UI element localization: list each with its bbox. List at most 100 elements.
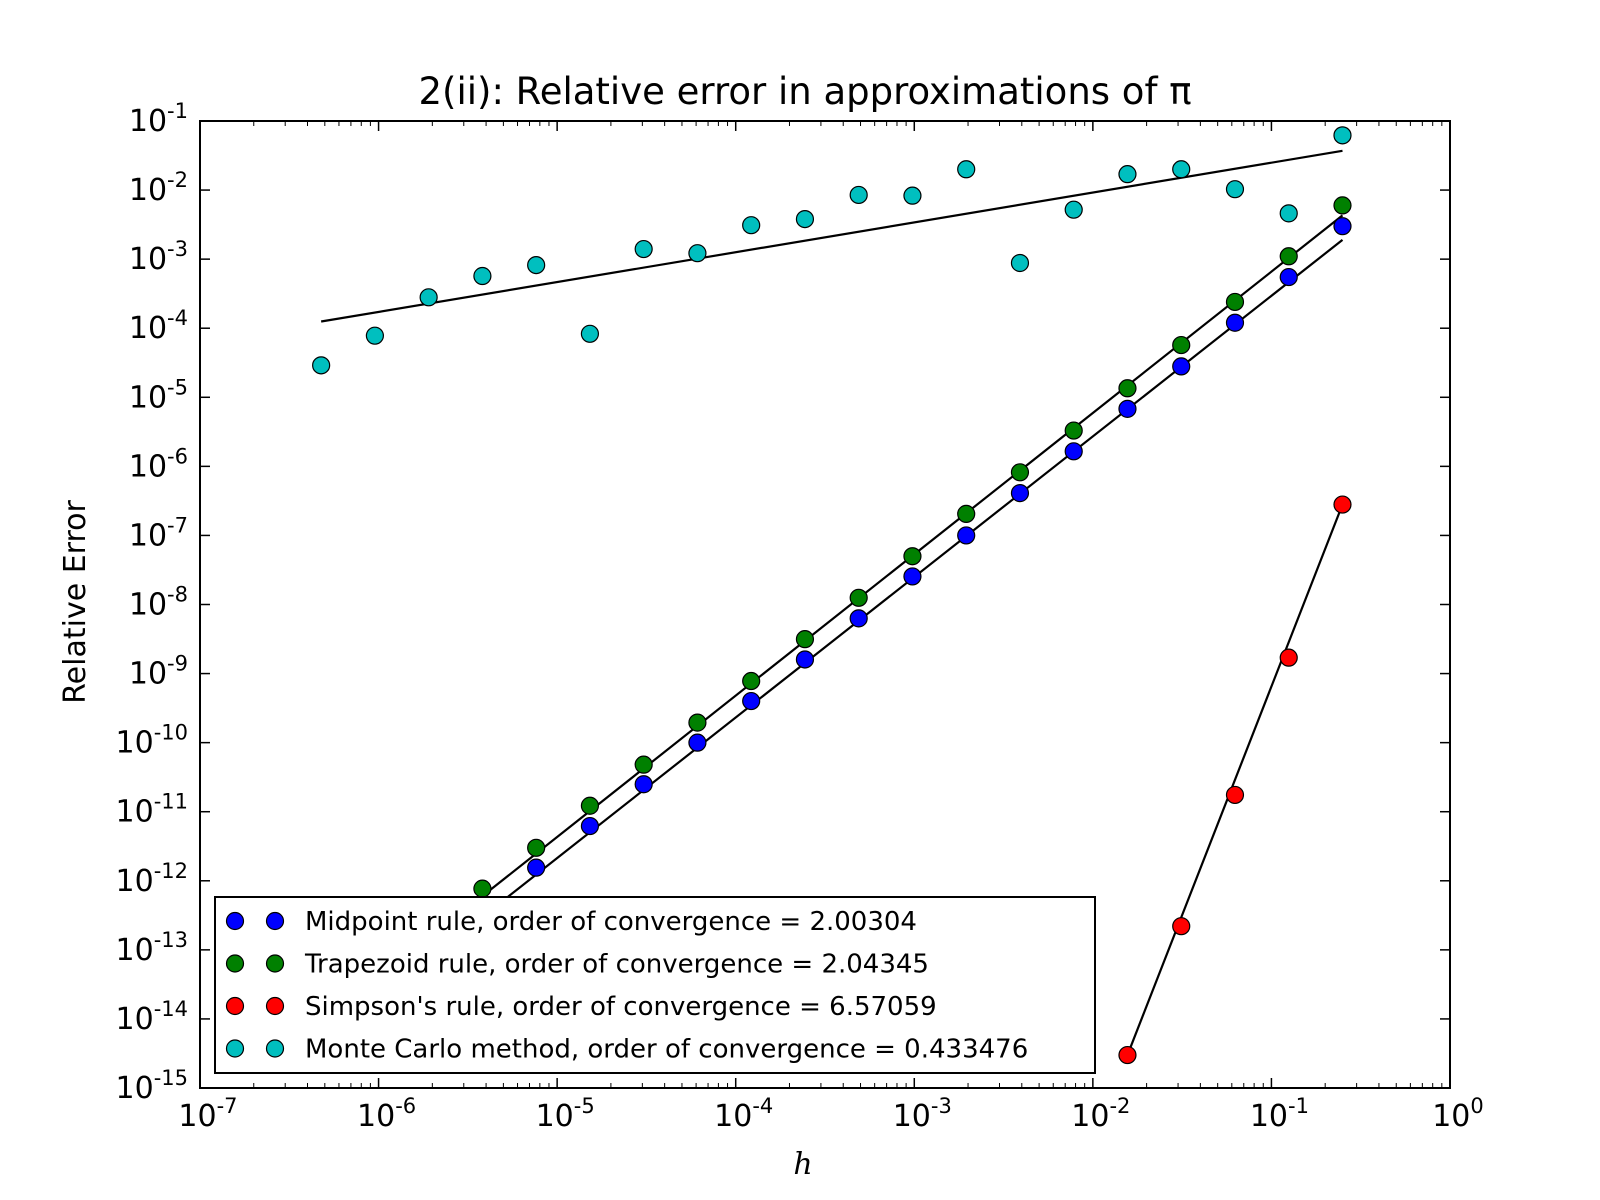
y-tick-label: 10-14: [116, 997, 189, 1037]
y-tick-label: 10-3: [129, 237, 188, 277]
legend-box: [214, 896, 1096, 1074]
data-point-series-0: [688, 733, 707, 752]
data-point-series-1: [580, 796, 600, 815]
data-point-series-3: [1064, 200, 1083, 219]
legend-marker: [225, 911, 245, 931]
data-point-series-1: [1225, 292, 1245, 312]
data-point-series-0: [742, 691, 761, 711]
data-point-series-3: [634, 239, 653, 259]
legend-marker: [265, 954, 285, 973]
data-point-series-3: [527, 255, 546, 275]
data-point-series-2: [1172, 917, 1191, 936]
chart-title: 2(ii): Relative error in approximations …: [418, 70, 1191, 113]
legend-marker: [265, 1039, 285, 1058]
data-point-series-0: [1118, 399, 1137, 418]
x-tick-label: 10-4: [714, 1094, 773, 1134]
data-point-series-3: [1279, 204, 1298, 223]
data-point-series-3: [312, 356, 331, 375]
data-point-series-2: [1333, 495, 1352, 514]
data-point-series-3: [1118, 165, 1137, 184]
x-tick-label: 10-2: [1071, 1094, 1130, 1134]
data-point-series-3: [1225, 180, 1245, 199]
data-point-series-0: [1064, 442, 1083, 461]
data-point-series-0: [903, 567, 922, 586]
y-tick-label: 10-11: [116, 790, 189, 830]
legend: Midpoint rule, order of convergence = 2.…: [214, 896, 1096, 1074]
data-point-series-1: [1064, 421, 1083, 440]
legend-entry-label: Trapezoid rule, order of convergence = 2…: [304, 950, 929, 980]
data-point-series-1: [1333, 196, 1352, 215]
data-point-series-1: [1010, 463, 1030, 482]
data-point-series-0: [1010, 484, 1030, 503]
y-tick-label: 10-4: [129, 306, 188, 346]
legend-marker: [225, 1039, 245, 1058]
plot-frame: [199, 120, 1451, 1089]
data-point-series-3: [1172, 160, 1191, 179]
data-point-series-3: [365, 326, 384, 345]
data-point-series-0: [527, 858, 546, 877]
data-point-series-0: [795, 650, 815, 669]
data-point-series-2: [1225, 785, 1245, 805]
data-point-series-0: [634, 775, 653, 794]
x-tick-label: 10-7: [178, 1094, 237, 1134]
axis-ticks: 10-7 10-6 10-5 10-4 10-3 10-2 10-1 100 10-1 10-2 1…: [116, 99, 1484, 1134]
data-point-series-0: [1172, 357, 1191, 376]
data-point-series-0: [1279, 267, 1298, 287]
legend-marker: [225, 954, 245, 973]
data-point-series-3: [795, 209, 815, 229]
data-point-series-0: [957, 526, 976, 545]
x-tick-label: 10-6: [357, 1094, 416, 1134]
x-axis-label: h: [793, 1147, 812, 1182]
data-point-series-1: [473, 879, 492, 898]
y-tick-label: 10-2: [129, 168, 188, 208]
x-tick-label: 100: [1432, 1094, 1484, 1134]
y-tick-label: 10-12: [116, 859, 189, 899]
data-point-series-1: [1172, 335, 1191, 355]
data-point-series-1: [688, 713, 707, 732]
data-point-series-3: [957, 160, 976, 179]
data-point-series-3: [688, 244, 707, 263]
y-tick-label: 10-6: [129, 444, 188, 484]
legend-marker: [265, 911, 285, 931]
y-tick-label: 10-9: [129, 652, 188, 692]
data-point-series-3: [849, 185, 868, 205]
plot-area: [312, 126, 1352, 1065]
legend-entry-label: Monte Carlo method, order of convergence…: [305, 1035, 1028, 1065]
data-point-series-3: [742, 216, 761, 235]
data-point-series-3: [473, 266, 492, 286]
legend-entry-label: Midpoint rule, order of convergence = 2.…: [305, 907, 917, 937]
data-point-series-1: [957, 504, 976, 523]
data-point-series-3: [1010, 253, 1030, 273]
data-point-series-1: [1279, 247, 1298, 266]
y-tick-label: 10-13: [116, 928, 189, 968]
legend-marker: [225, 996, 245, 1016]
x-tick-label: 10-3: [893, 1094, 952, 1134]
data-point-series-1: [795, 630, 815, 649]
data-point-series-1: [903, 547, 922, 566]
y-tick-label: 10-15: [116, 1066, 189, 1106]
data-point-series-2: [1279, 648, 1298, 667]
data-point-series-3: [1333, 126, 1352, 145]
data-point-series-1: [1118, 379, 1137, 398]
y-tick-label: 10-5: [129, 375, 188, 415]
y-tick-label: 10-1: [129, 99, 188, 139]
x-tick-label: 10-1: [1250, 1094, 1309, 1134]
data-point-series-0: [1225, 313, 1245, 332]
legend-marker: [265, 996, 285, 1016]
fit-line-series-2: [1126, 504, 1344, 1056]
data-point-series-0: [1333, 217, 1352, 236]
y-tick-label: 10-8: [129, 583, 188, 623]
data-point-series-3: [419, 288, 438, 307]
data-point-series-1: [527, 838, 546, 857]
data-point-series-1: [742, 671, 761, 691]
data-point-series-3: [580, 324, 600, 343]
y-axis-label: Relative Error: [58, 500, 93, 704]
y-tick-label: 10-10: [116, 721, 189, 761]
y-tick-label: 10-7: [129, 513, 188, 553]
legend-entry-label: Simpson's rule, order of convergence = 6…: [305, 992, 937, 1022]
x-tick-label: 10-5: [536, 1094, 595, 1134]
data-point-series-1: [634, 755, 653, 774]
data-point-series-3: [903, 186, 922, 205]
fit-line-series-3: [320, 149, 1343, 323]
